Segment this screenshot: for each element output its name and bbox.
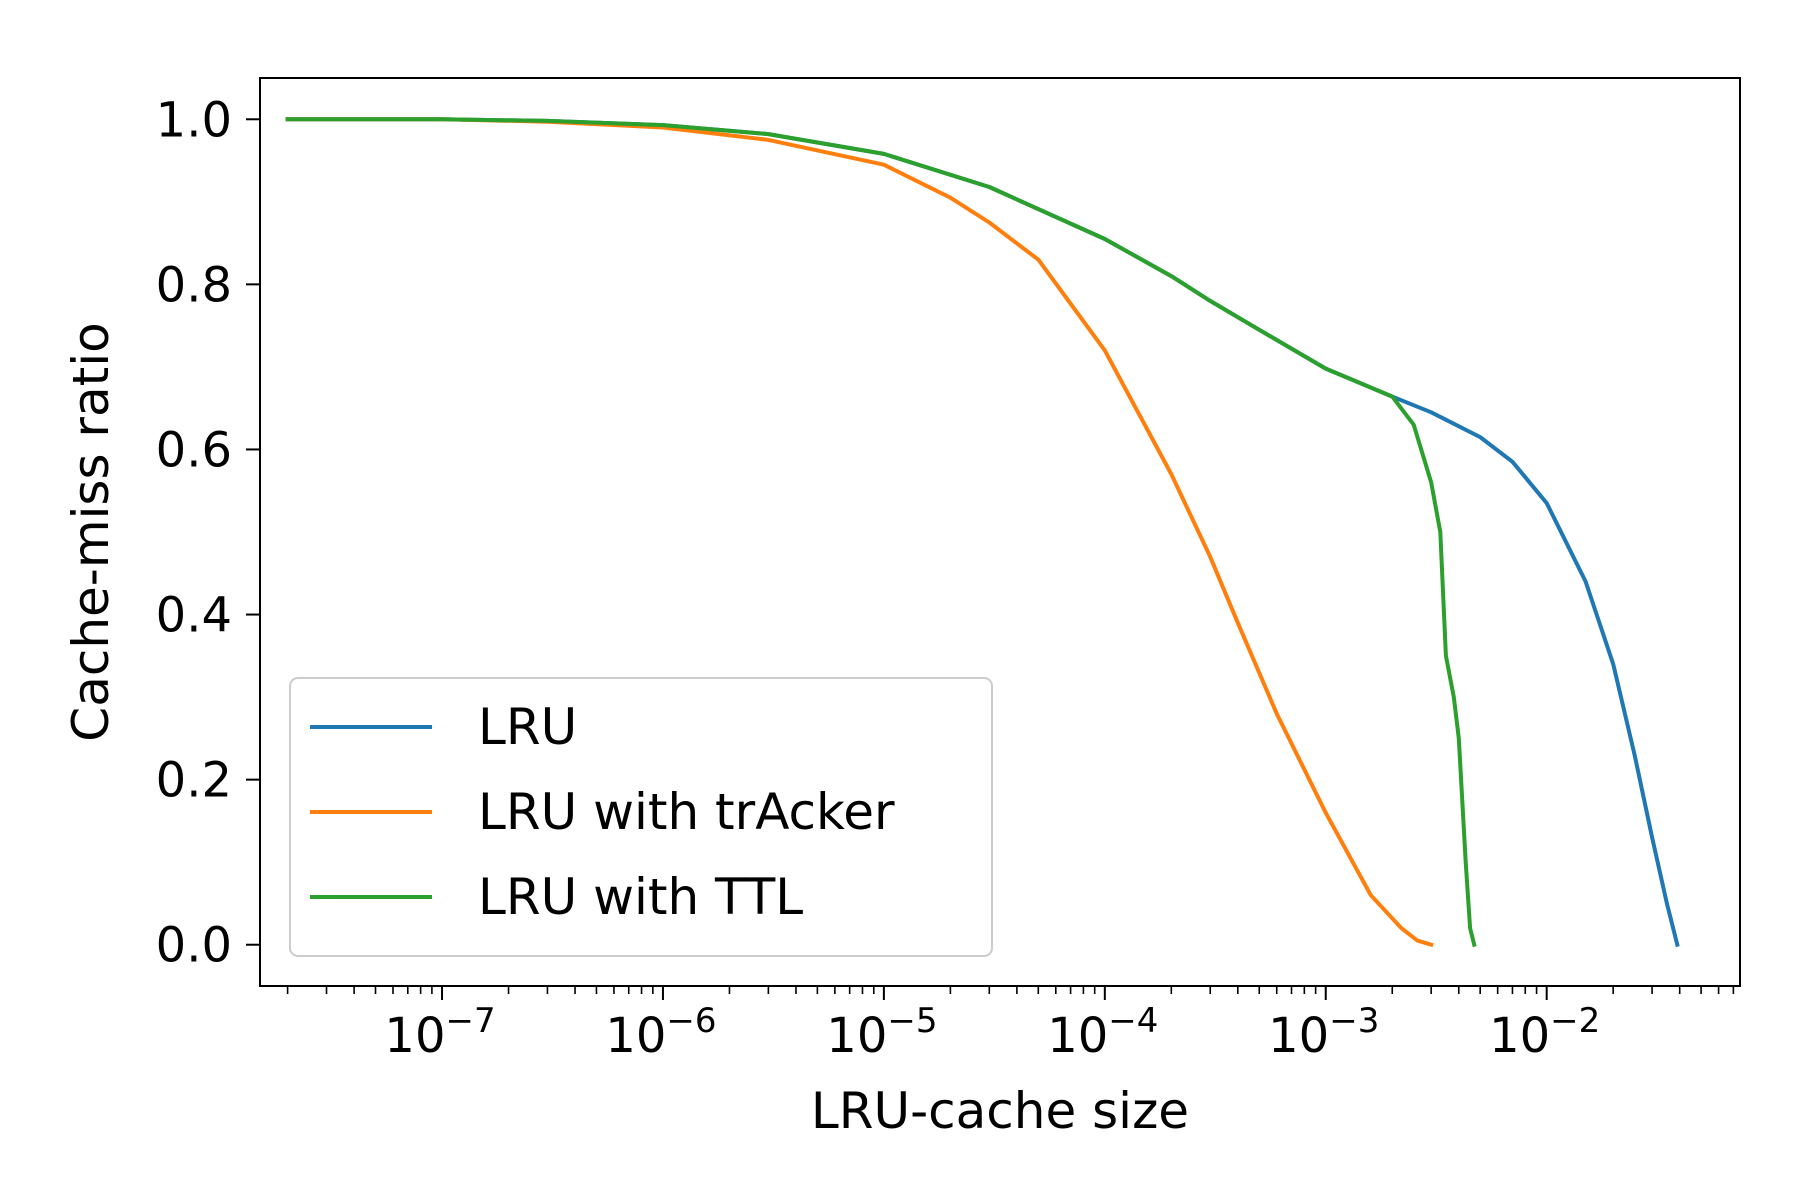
- legend-box: [289, 677, 993, 957]
- y-tick-label: 0.6: [156, 422, 232, 478]
- x-major-ticks: 10−7 10−6 10−5 10−4 10−3 10−2: [384, 986, 1600, 1064]
- y-axis-label: Cache-miss ratio: [62, 322, 120, 741]
- x-minor-ticks: [286, 986, 1735, 994]
- plot-frame: [259, 77, 1741, 987]
- series-layer: [285, 117, 1680, 948]
- x-tick-label: 10−3: [1268, 1001, 1379, 1064]
- x-tick-label: 10−7: [384, 1001, 495, 1064]
- y-tick-label: 0.4: [156, 588, 232, 644]
- legend-label-lru: LRU: [478, 698, 577, 756]
- y-tick-label: 0.0: [156, 918, 232, 974]
- legend: LRU LRU with trAcker LRU with TTL: [289, 677, 993, 957]
- y-tick-label: 1.0: [156, 92, 232, 148]
- y-tick-label: 0.2: [156, 753, 232, 809]
- y-tick-label: 0.8: [156, 257, 232, 313]
- series-line-lru-with-ttl: [285, 117, 1477, 948]
- x-axis-label: LRU-cache size: [811, 1082, 1189, 1140]
- y-ticks: 0.0 0.2 0.4 0.6 0.8 1.0: [156, 92, 260, 974]
- x-tick-label: 10−5: [826, 1001, 937, 1064]
- x-tick-label: 10−4: [1047, 1001, 1158, 1064]
- legend-label-lru-with-tracker: LRU with trAcker: [478, 783, 895, 841]
- x-tick-label: 10−2: [1489, 1001, 1600, 1064]
- series-line-lru-with-tracker: [285, 117, 1434, 948]
- legend-label-lru-with-ttl: LRU with TTL: [478, 868, 803, 926]
- x-tick-label: 10−6: [605, 1001, 716, 1064]
